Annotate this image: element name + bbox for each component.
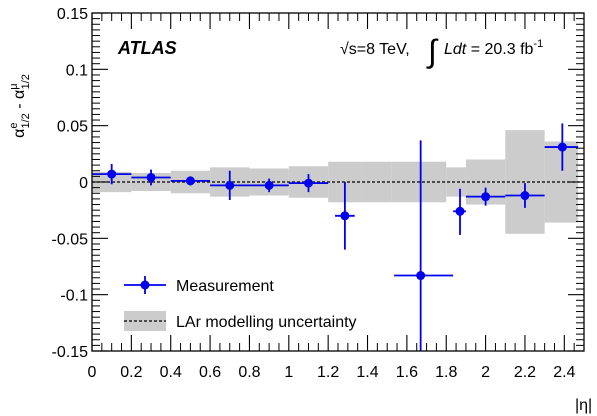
y-tick-label-5: 0.1 (66, 62, 88, 79)
measurement-marker-7 (416, 271, 426, 281)
lar-band-bin-9 (446, 167, 466, 197)
y-tick-label-4: 0.05 (57, 119, 88, 136)
measurement-point-1 (131, 169, 171, 186)
x-tick-label-9: 1.8 (435, 364, 457, 381)
axis-ticks (91, 12, 585, 352)
measurement-point-10 (505, 183, 545, 208)
x-tick-label-8: 1.6 (396, 364, 418, 381)
lar-band-bin-7 (361, 161, 392, 203)
measurement-point-4 (249, 178, 289, 193)
integral-sign: ∫ (426, 33, 439, 69)
measurement-point-7 (394, 140, 454, 351)
y-axis-label: αe1/2 - αμ1/2 (8, 74, 32, 138)
x-tick-label-3: 0.6 (199, 364, 221, 381)
measurement-point-11 (544, 123, 579, 171)
measurement-marker-9 (481, 192, 491, 202)
x-axis-label: |η| (575, 397, 592, 414)
measurement-marker-2 (185, 176, 195, 186)
measurement-marker-0 (107, 169, 117, 179)
legend-measurement-marker (140, 280, 150, 290)
x-tick-label-4: 0.8 (238, 364, 260, 381)
lumi-label: Ldt = 20.3 fb-1 (444, 38, 543, 58)
measurement-point-2 (170, 176, 211, 186)
measurement-marker-4 (264, 180, 274, 190)
y-tick-label-0: -0.15 (52, 344, 89, 361)
atlas-label: ATLAS (117, 38, 177, 58)
measurement-point-5 (288, 174, 329, 193)
measurement-marker-10 (520, 191, 530, 201)
measurement-marker-6 (340, 211, 350, 221)
x-tick-label-10: 2 (481, 364, 490, 381)
axis-tick-labels: 0 0.2 0.4 0.6 0.8 1 1.2 1.4 1.6 1.8 2 2.2 2.4 -0.15 -0… (52, 6, 576, 381)
measurement-point-8 (453, 188, 466, 235)
y-tick-label-2: -0.05 (52, 231, 89, 248)
x-tick-label-12: 2.4 (553, 364, 575, 381)
legend-measurement-label: Measurement (176, 278, 274, 295)
x-tick-label-1: 0.2 (120, 364, 142, 381)
x-tick-label-2: 0.4 (160, 364, 182, 381)
y-tick-label-3: 0 (79, 175, 88, 192)
measurement-point-0 (92, 163, 132, 185)
measurement-point-9 (465, 187, 506, 206)
x-tick-label-0: 0 (88, 364, 97, 381)
measurement-point-6 (335, 182, 355, 250)
x-tick-label-7: 1.4 (356, 364, 378, 381)
measurement-layer (92, 123, 579, 351)
measurement-point-3 (210, 170, 250, 201)
svg-text:αe1/2 - αμ1/2: αe1/2 - αμ1/2 (8, 74, 32, 138)
energy-label: √s=8 TeV, (340, 41, 410, 58)
y-tick-label-6: 0.15 (57, 6, 88, 23)
y-tick-label-1: -0.1 (60, 288, 88, 305)
measurement-marker-11 (557, 142, 567, 152)
x-tick-label-5: 1 (284, 364, 293, 381)
x-tick-label-11: 2.2 (514, 364, 536, 381)
measurement-marker-8 (455, 206, 465, 216)
measurement-marker-5 (303, 178, 313, 188)
legend-band-label: LAr modelling uncertainty (176, 314, 357, 331)
measurement-marker-3 (225, 180, 235, 190)
legend: Measurement LAr modelling uncertainty (124, 276, 357, 331)
x-tick-label-6: 1.2 (317, 364, 339, 381)
measurement-marker-1 (146, 172, 156, 182)
